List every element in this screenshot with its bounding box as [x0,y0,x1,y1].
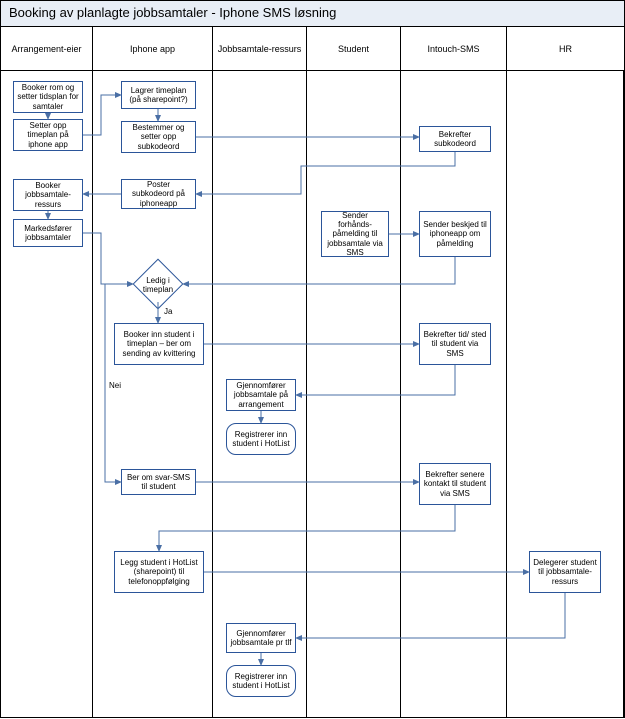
lanes-header: Arrangement-eier Iphone app Jobbsamtale-… [1,27,624,71]
swimlane-diagram: Booking av planlagte jobbsamtaler - Ipho… [0,0,625,718]
node-i6: Legg student i HotList (sharepoint) til … [114,551,204,593]
lanes-body: Booker rom og setter tidsplan for samtal… [1,71,624,717]
node-r2: Registrerer inn student i HotList [226,423,296,455]
lane-head-student: Student [307,27,401,70]
node-r3: Gjennomfører jobbsamtale pr tlf [226,623,296,653]
lane-arrangement [1,71,93,717]
lane-head-intouch: Intouch-SMS [401,27,507,70]
node-i3: Poster subkodeord på iphoneapp [121,179,196,209]
node-t4: Bekrefter senere kontakt til student via… [419,463,491,505]
page-title: Booking av planlagte jobbsamtaler - Ipho… [1,1,624,27]
lane-head-hr: HR [507,27,624,70]
node-t1: Bekrefter subkodeord [419,126,491,152]
lane-student [307,71,401,717]
node-a3: Booker jobbsamtale-ressurs [13,179,83,211]
node-a1: Booker rom og setter tidsplan for samtal… [13,81,83,113]
lane-head-arrangement: Arrangement-eier [1,27,93,70]
node-i2: Bestemmer og setter opp subkodeord [121,121,196,153]
lane-head-ressurs: Jobbsamtale-ressurs [213,27,307,70]
node-a2: Setter opp timeplan på iphone app [13,119,83,151]
node-h1: Delegerer student til jobbsamtale-ressur… [529,551,601,593]
lane-iphone [93,71,213,717]
node-r4: Registrerer inn student i HotList [226,665,296,697]
node-t2: Sender beskjed til iphoneapp om påmeldin… [419,211,491,257]
node-a4: Markedsfører jobbsamtaler [13,219,83,247]
lane-head-iphone: Iphone app [93,27,213,70]
node-r1: Gjennomfører jobbsamtale på arrangement [226,379,296,411]
node-i5: Ber om svar-SMS til student [121,469,196,495]
node-s1: Sender forhånds-påmelding til jobbsamtal… [321,211,389,257]
node-i1: Lagrer timeplan (på sharepoint?) [121,81,196,109]
edge-label-yes: Ja [164,307,172,316]
node-i4: Booker inn student i timeplan – ber om s… [114,323,204,365]
node-d1: Ledig i timeplan [133,266,183,302]
lane-hr [507,71,624,717]
edge-label-no: Nei [109,381,121,390]
lane-intouch [401,71,507,717]
node-t3: Bekrefter tid/ sted til student via SMS [419,323,491,365]
